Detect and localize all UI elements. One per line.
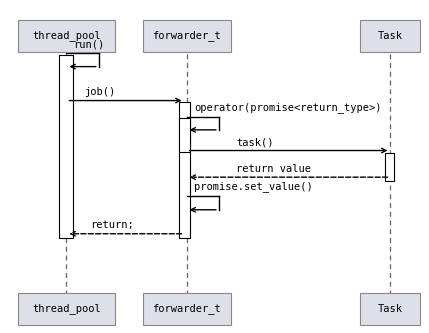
Text: task(): task() bbox=[236, 137, 273, 147]
Text: job(): job() bbox=[84, 87, 115, 97]
Bar bbox=[179, 118, 190, 152]
Text: promise.set_value(): promise.set_value() bbox=[194, 181, 313, 192]
FancyBboxPatch shape bbox=[360, 20, 420, 52]
Text: Task: Task bbox=[378, 304, 403, 314]
Text: thread_pool: thread_pool bbox=[32, 30, 101, 41]
FancyBboxPatch shape bbox=[18, 293, 115, 325]
Bar bbox=[385, 153, 394, 181]
Text: forwarder_t: forwarder_t bbox=[152, 30, 221, 41]
Text: forwarder_t: forwarder_t bbox=[152, 303, 221, 314]
Text: operator(promise<return_type>): operator(promise<return_type>) bbox=[194, 102, 381, 113]
FancyBboxPatch shape bbox=[142, 20, 231, 52]
FancyBboxPatch shape bbox=[142, 293, 231, 325]
Text: Task: Task bbox=[378, 31, 403, 41]
Text: run(): run() bbox=[73, 39, 104, 49]
FancyBboxPatch shape bbox=[360, 293, 420, 325]
Text: thread_pool: thread_pool bbox=[32, 303, 101, 314]
Bar bbox=[179, 102, 190, 238]
Text: return;: return; bbox=[90, 220, 134, 230]
FancyBboxPatch shape bbox=[18, 20, 115, 52]
Text: return value: return value bbox=[236, 164, 311, 174]
Bar bbox=[59, 55, 73, 238]
